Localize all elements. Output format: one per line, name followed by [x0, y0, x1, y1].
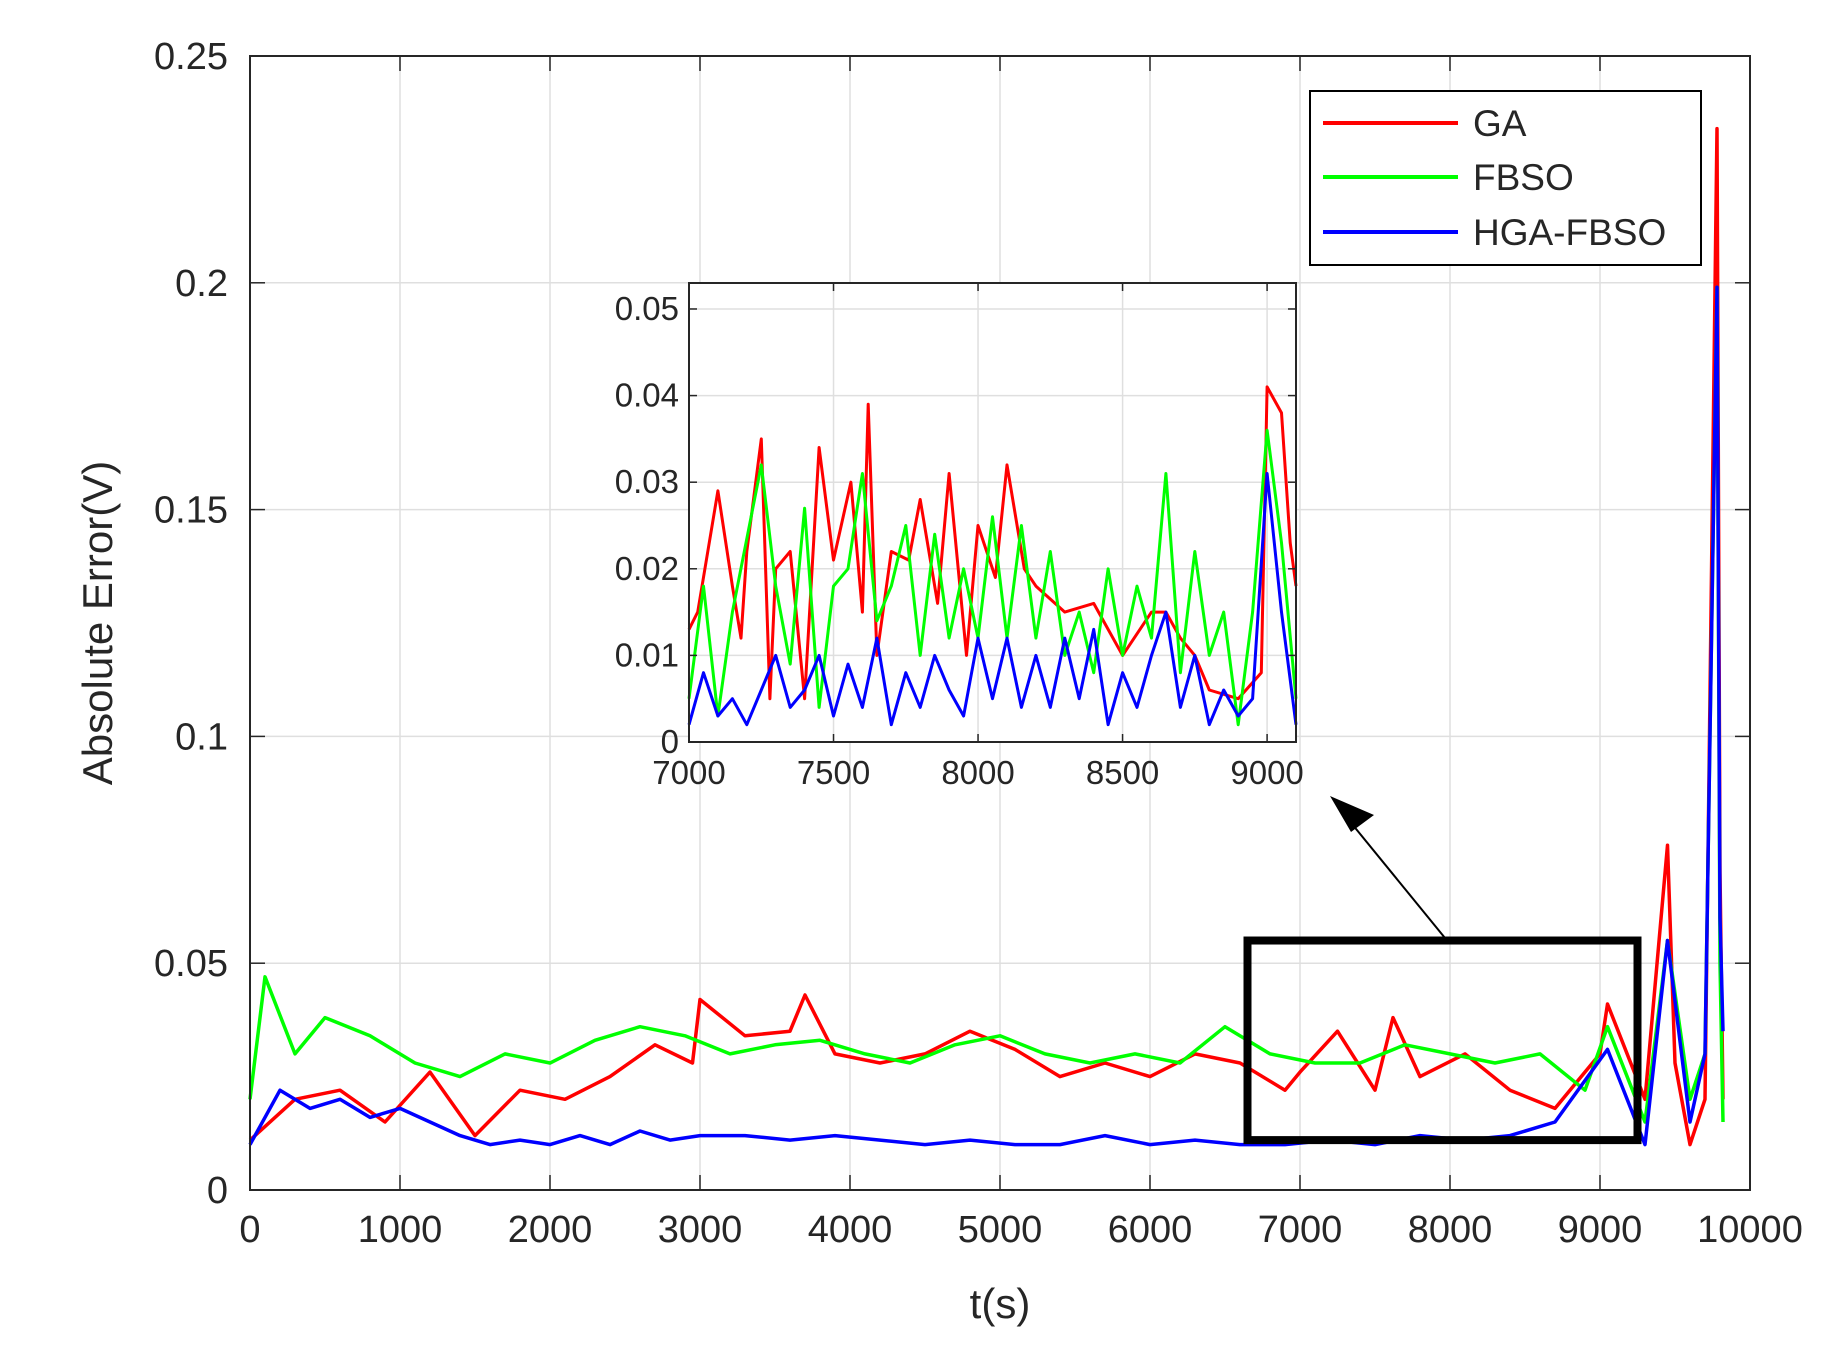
main-ytick-label: 0.1	[175, 716, 228, 758]
main-xtick-label: 5000	[958, 1209, 1043, 1251]
main-ytick-label: 0	[207, 1170, 228, 1212]
inset-xtick-label: 7500	[797, 754, 870, 791]
inset-axes: 7000 7500 8000 8500 9000 0 0.01 0.02 0.03 0.04 0.0…	[615, 282, 1304, 791]
inset-ytick-label: 0.04	[615, 377, 679, 414]
legend-label-hga-fbso: HGA-FBSO	[1473, 212, 1666, 253]
inset-ytick-label: 0.02	[615, 550, 679, 587]
x-axis-label: t(s)	[970, 1280, 1031, 1327]
legend-label-ga: GA	[1473, 103, 1527, 144]
inset-series-line-fbso	[687, 428, 1298, 727]
inset-ytick-label: 0.05	[615, 290, 679, 327]
legend-label-fbso: FBSO	[1473, 157, 1574, 198]
legend: GA FBSO HGA-FBSO	[1309, 90, 1702, 266]
inset-xtick-label: 8000	[941, 754, 1014, 791]
inset-xtick-label: 8500	[1086, 754, 1159, 791]
zoom-region-box	[1243, 936, 1642, 1145]
main-xtick-label: 1000	[358, 1209, 443, 1251]
main-xtick-label: 8000	[1408, 1209, 1493, 1251]
main-xtick-label: 4000	[808, 1209, 893, 1251]
inset-series-line-hga-fbso	[687, 472, 1298, 727]
inset-ytick-label: 0.03	[615, 463, 679, 500]
inset-ytick-label: 0	[661, 723, 679, 760]
inset-ytick-label: 0.01	[615, 636, 679, 673]
inset-series-group	[687, 385, 1298, 727]
main-xtick-label: 6000	[1108, 1209, 1193, 1251]
zoom-arrow-shaft	[1351, 823, 1446, 939]
main-xtick-label: 3000	[658, 1209, 743, 1251]
inset-axes-frame	[688, 282, 1297, 743]
main-xtick-label: 7000	[1258, 1209, 1343, 1251]
y-axis-label: Absolute Error(V)	[74, 461, 121, 785]
main-ytick-label: 0.15	[154, 490, 228, 532]
main-ytick-label: 0.2	[175, 263, 228, 305]
inset-xtick-label: 7000	[652, 754, 725, 791]
zoom-arrow-head	[1330, 796, 1374, 832]
inset-ticks: 7000 7500 8000 8500 9000 0 0.01 0.02 0.03 0.04 0.0…	[615, 283, 1304, 791]
main-xtick-label: 9000	[1558, 1209, 1643, 1251]
main-xtick-label: 2000	[508, 1209, 593, 1251]
main-series-line-hga-fbso	[248, 285, 1725, 1147]
main-ticks: 0 1000 2000 3000 4000 5000 6000 7000 8000 9000 100…	[154, 36, 1803, 1251]
main-ytick-label: 0.25	[154, 36, 228, 78]
main-ytick-label: 0.05	[154, 943, 228, 985]
main-xtick-label: 10000	[1697, 1209, 1803, 1251]
main-series-line-fbso	[248, 285, 1725, 1124]
main-xtick-label: 0	[239, 1209, 260, 1251]
inset-xtick-label: 9000	[1230, 754, 1303, 791]
